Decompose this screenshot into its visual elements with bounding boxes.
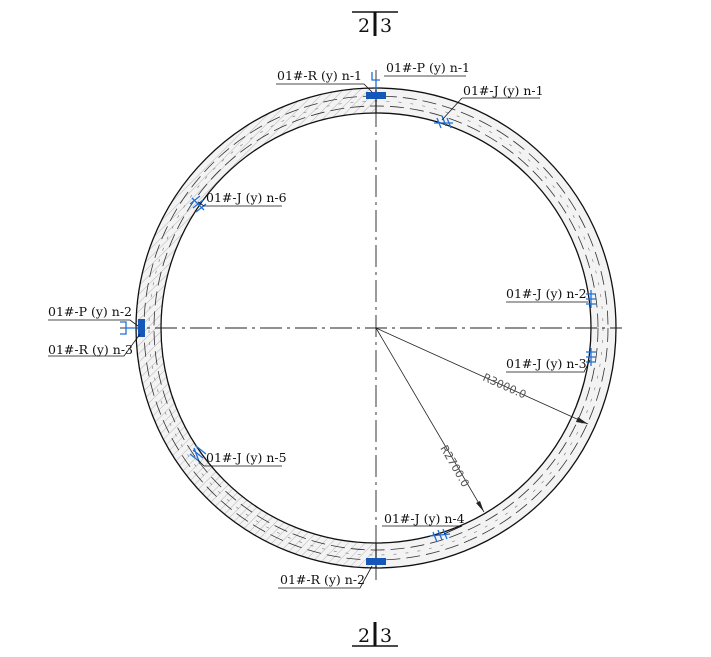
section-bottom-right: 3 (380, 625, 392, 647)
section-top-right: 3 (380, 15, 392, 37)
label-j-n1: 01#-J (y) n-1 (463, 83, 544, 98)
label-r-n3: 01#-R (y) n-3 (48, 342, 133, 357)
inner-radius-line (375, 327, 485, 513)
marker-left (120, 319, 145, 337)
tick-group-j-n5 (189, 445, 207, 465)
label-p-n1: 01#-P (y) n-1 (386, 60, 470, 75)
tick-group-j-n1 (434, 115, 453, 129)
label-p-n2: 01#-P (y) n-2 (48, 304, 132, 319)
section-top-left: 2 (358, 15, 370, 37)
label-r-n1: 01#-R (y) n-1 (277, 68, 362, 83)
section-mark-bottom: 2 3 (352, 622, 398, 647)
section-mark-top: 2 3 (352, 11, 398, 37)
inner-radius-arrow (476, 501, 484, 512)
tick-group-j-n6 (189, 195, 207, 213)
tick-group-j-n4 (429, 528, 451, 543)
label-j-n4: 01#-J (y) n-4 (384, 511, 465, 526)
marker-bottom (366, 558, 386, 565)
label-j-n2: 01#-J (y) n-2 (506, 286, 587, 301)
outer-radius-arrow (576, 417, 588, 424)
tick-group-j-n2 (586, 290, 596, 308)
tick-group-j-n3 (586, 348, 596, 366)
label-j-n6: 01#-J (y) n-6 (206, 190, 287, 205)
label-j-n3: 01#-J (y) n-3 (506, 356, 587, 371)
marker-top (366, 72, 386, 99)
outer-radius-line (375, 327, 589, 425)
leader-lines (48, 75, 591, 589)
label-j-n5: 01#-J (y) n-5 (206, 450, 287, 465)
section-bottom-left: 2 (358, 625, 370, 647)
label-r-n2: 01#-R (y) n-2 (280, 572, 365, 587)
